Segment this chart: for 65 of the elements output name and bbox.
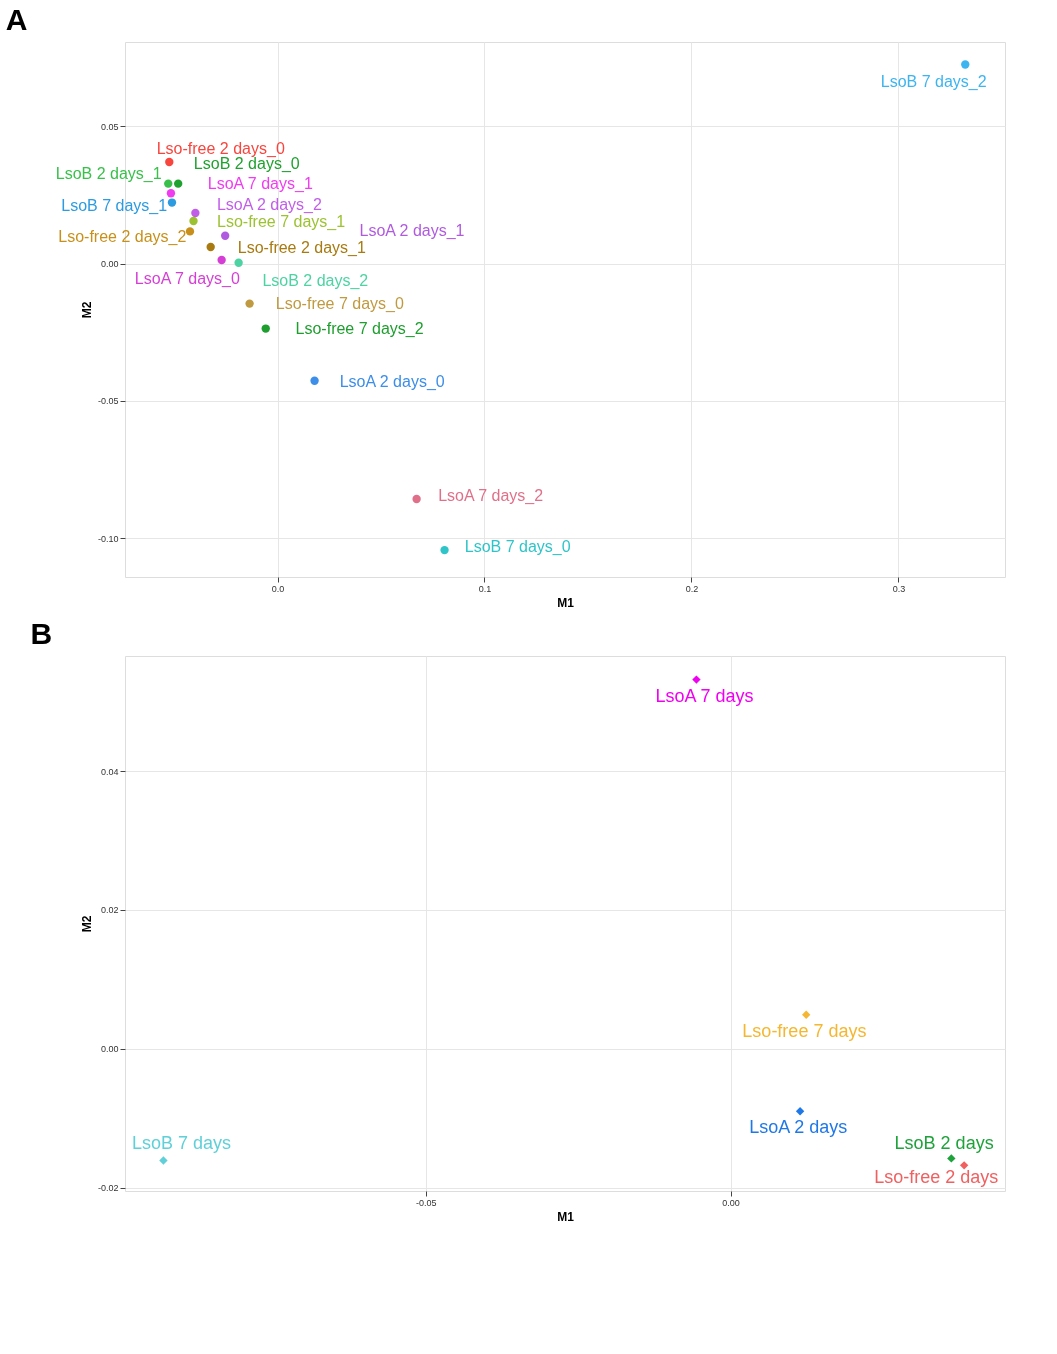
point — [245, 299, 254, 308]
point — [959, 1161, 969, 1170]
point — [217, 255, 226, 265]
series-label: LsoB 2 days — [894, 1132, 994, 1153]
point — [166, 189, 176, 198]
series-label: Lso-free 2 days — [874, 1167, 999, 1188]
series-label: Lso-free 7 days — [742, 1021, 867, 1042]
series-label: LsoA 2 days_0 — [339, 373, 445, 392]
y-tick-label: -0.10 — [97, 533, 119, 544]
series-label: Lso-free 2 days_2 — [58, 227, 187, 246]
text: LsoA 2 days_1 — [359, 221, 465, 240]
series-label: LsoA 7 days — [655, 686, 754, 707]
x-axis-title: M1 — [557, 595, 575, 610]
y-axis-title: M2 — [79, 301, 94, 319]
series-label: Lso-free 7 days_1 — [217, 212, 346, 231]
point — [412, 494, 421, 504]
x-axis-title: M1 — [557, 1209, 575, 1224]
series-label: Lso-free 7 days_0 — [275, 295, 404, 314]
series-label: LsoA 7 days_0 — [134, 270, 240, 289]
point — [961, 60, 970, 69]
point — [310, 376, 319, 385]
y-tick-label: -0.02 — [97, 1183, 119, 1194]
point — [165, 157, 174, 167]
point — [692, 675, 701, 684]
series-label: Lso-free 2 days_1 — [237, 238, 366, 257]
point — [159, 1156, 168, 1165]
chart-title: B — [30, 617, 53, 650]
point — [174, 179, 183, 188]
series-label: LsoA 2 days_2 — [216, 196, 322, 215]
y-tick-label: 0.05 — [100, 121, 119, 132]
y-tick-label: 0.04 — [100, 766, 119, 777]
series-label: LsoB 7 days_2 — [880, 72, 987, 91]
y-tick-label: 0.00 — [100, 1044, 119, 1055]
series-label: LsoA 7 days_2 — [438, 487, 544, 506]
point — [167, 198, 177, 207]
series-label: LsoB 7 days_1 — [61, 197, 168, 216]
series-label: Lso-free 7 days_2 — [295, 319, 424, 338]
point — [802, 1010, 811, 1019]
point — [440, 545, 449, 555]
series-label: LsoB 7 days_0 — [464, 537, 571, 556]
x-tick-label: 0.1 — [478, 583, 492, 594]
point — [191, 208, 200, 218]
series-label: LsoB 2 days_2 — [262, 272, 369, 291]
series-label: LsoB 7 days — [131, 1132, 231, 1153]
point — [206, 242, 215, 252]
point — [185, 227, 195, 236]
x-tick-label: 0.3 — [892, 583, 906, 594]
series-label: Lso-free 2 days_0 — [156, 139, 285, 158]
point — [795, 1107, 805, 1116]
y-tick-label: -0.05 — [97, 396, 119, 407]
x-tick-label: 0.0 — [271, 583, 285, 594]
point — [261, 324, 270, 333]
text: LsoA 7 days_1 — [207, 174, 313, 193]
point — [189, 216, 198, 226]
x-tick-label: 0.2 — [685, 583, 699, 594]
point — [234, 258, 243, 267]
point — [947, 1154, 956, 1163]
y-axis-title: M2 — [79, 915, 94, 933]
series-label: LsoA 2 days — [749, 1116, 848, 1137]
y-tick-label: 0.02 — [100, 905, 119, 916]
series-label: LsoB 2 days_1 — [55, 165, 162, 184]
point — [220, 231, 230, 240]
y-tick-label: 0.00 — [100, 259, 119, 270]
chart-title: A — [5, 3, 28, 36]
point — [164, 179, 173, 188]
